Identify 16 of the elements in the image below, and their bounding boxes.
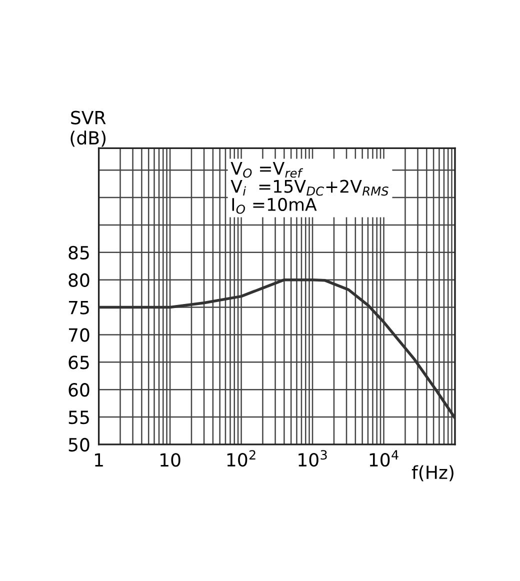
y-axis-title: SVR (dB) [70,110,106,147]
y-tick-label: 60 [68,383,90,397]
text: V$_{O}$ =V$_{ref}$ V$_{i}$ =15V$_{DC}$+2V$_{RMS}$ I$_{O}$ =10mA [230,162,388,214]
x-tick-label: 1 [95,453,103,467]
y-tick-label: 85 [68,246,89,260]
y-tick-label: 70 [68,328,90,342]
x-tick-label: 10 [160,453,180,467]
y-tick-label: 75 [68,300,89,314]
y-tick-label: 55 [68,410,89,424]
y-tick-label: 80 [68,273,90,287]
y-tick-label: 50 [68,438,90,452]
x-tick-label: 10$^{4}$ [370,450,398,467]
y-tick-label: 65 [68,356,89,370]
x-axis-title: f(Hz) [412,465,454,482]
x-tick-label: 10$^{3}$ [298,450,327,467]
x-tick-label: 10$^{2}$ [227,450,256,467]
